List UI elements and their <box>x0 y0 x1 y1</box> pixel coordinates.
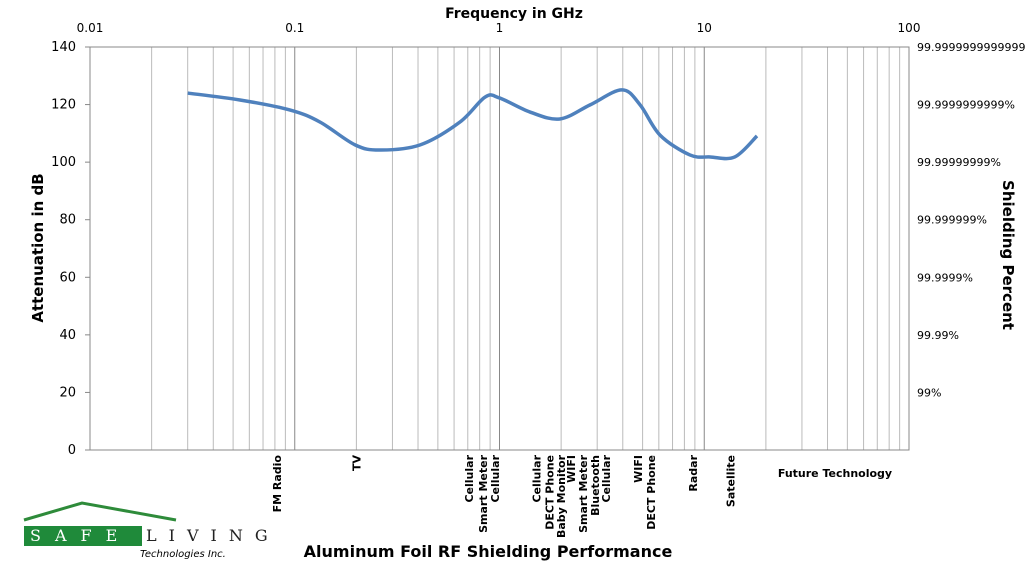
band-label: DECT Phone <box>645 455 658 530</box>
logo-word: LIVING <box>146 526 280 545</box>
x-tick-label: 0.01 <box>77 21 104 35</box>
band-label: FM Radio <box>271 455 284 513</box>
y2-tick-label: 99.9999999999% <box>917 99 1015 112</box>
y2-axis-title: Shielding Percent <box>999 180 1017 330</box>
logo-tagline: Technologies Inc. <box>140 549 226 560</box>
band-label: TV <box>350 455 363 472</box>
band-label: Future Technology <box>778 467 892 480</box>
logo-box <box>24 526 142 546</box>
x-tick-label: 1 <box>496 21 504 35</box>
band-label: WIFI <box>565 455 578 483</box>
y-tick-label: 20 <box>59 385 76 400</box>
x-tick-label: 10 <box>697 21 712 35</box>
chart-title: Aluminum Foil RF Shielding Performance <box>304 542 673 561</box>
band-label: Radar <box>687 454 700 491</box>
band-label: Satellite <box>724 455 737 507</box>
logo-word: SAFE <box>30 526 131 545</box>
plot-frame <box>89 46 910 451</box>
y-axis-title: Attenuation in dB <box>29 173 47 322</box>
y2-tick-label: 99.99% <box>917 329 959 342</box>
logo-roof <box>23 501 177 522</box>
band-label: Cellular <box>531 454 544 502</box>
x-tick-label: 100 <box>898 21 921 35</box>
band-label: Baby Monitor <box>555 454 568 538</box>
y2-tick-label: 99.9999% <box>917 271 973 284</box>
band-label: DECT Phone <box>543 455 556 530</box>
y-tick-label: 40 <box>59 328 76 343</box>
band-label: Cellular <box>463 454 476 502</box>
y2-tick-label: 99.99999999% <box>917 156 1001 169</box>
data-line <box>187 88 759 161</box>
y2-tick-label: 99% <box>917 386 941 399</box>
x-tick-label: 0.1 <box>285 21 304 35</box>
band-label: Cellular <box>489 454 502 502</box>
y2-tick-label: 99.99999999999999% <box>917 41 1026 54</box>
band-label: Cellular <box>600 454 613 502</box>
logo: SAFE LIVING Technologies Inc. <box>23 501 280 560</box>
y-tick-label: 120 <box>51 98 76 113</box>
band-label: Bluetooth <box>589 455 602 516</box>
band-label: WIFI <box>632 455 645 483</box>
y-tick-label: 0 <box>68 443 76 458</box>
band-label: Smart Meter <box>477 454 490 532</box>
y-tick-label: 60 <box>59 270 76 285</box>
x-axis-title: Frequency in GHz <box>445 6 583 22</box>
y-tick-label: 80 <box>59 213 76 228</box>
y-tick-label: 100 <box>51 155 76 170</box>
band-label: Smart Meter <box>577 454 590 532</box>
y2-tick-label: 99.999999% <box>917 214 987 227</box>
y-tick-label: 140 <box>51 40 76 55</box>
